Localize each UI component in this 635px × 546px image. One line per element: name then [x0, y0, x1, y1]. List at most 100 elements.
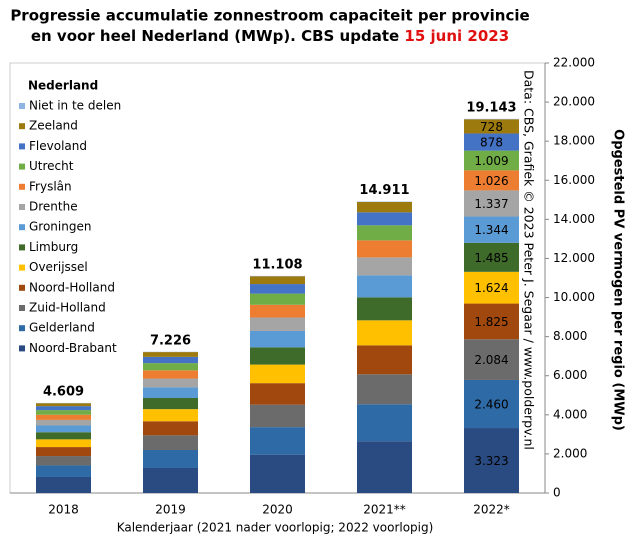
bar-segment	[36, 447, 91, 456]
bar-segment	[143, 363, 198, 370]
bar-segment	[250, 455, 305, 493]
value-label: 3.323	[474, 454, 508, 468]
legend-label: Flevoland	[29, 139, 87, 153]
legend-swatch	[19, 103, 25, 109]
legend-label: Noord-Holland	[29, 280, 115, 294]
bar-segment	[357, 320, 412, 345]
x-tick-label: 2018	[48, 503, 79, 517]
legend-label: Niet in te delen	[29, 99, 121, 113]
bar-segment	[143, 409, 198, 421]
legend-label: Zuid-Holland	[29, 301, 106, 315]
total-label: 14.911	[359, 183, 409, 198]
y-tick-label: 6.000	[553, 368, 587, 382]
y-tick-label: 10.000	[553, 290, 595, 304]
x-axis-title: Kalenderjaar (2021 nader voorlopig; 2022…	[117, 521, 434, 535]
bar-segment	[357, 202, 412, 212]
value-label: 1.026	[474, 174, 508, 188]
title-date: 15 juni 2023	[404, 27, 509, 45]
value-label: 1.009	[474, 154, 508, 168]
value-label: 728	[480, 120, 503, 134]
bar-segment	[357, 257, 412, 275]
bar-segment	[36, 432, 91, 439]
value-label: 2.460	[474, 398, 508, 412]
x-tick-label: 2022*	[473, 503, 510, 517]
bar-segment	[143, 387, 198, 398]
bar-segment	[357, 275, 412, 297]
x-tick-label: 2021**	[363, 503, 406, 517]
y-tick-label: 20.000	[553, 95, 595, 109]
legend-swatch	[19, 345, 25, 351]
legend-swatch	[19, 143, 25, 149]
bar-segment	[250, 383, 305, 405]
legend-swatch	[19, 325, 25, 331]
bar-segment	[250, 405, 305, 427]
bar-segment	[250, 305, 305, 318]
legend-swatch	[19, 305, 25, 311]
total-label: 4.609	[43, 384, 84, 399]
legend-label: Fryslân	[29, 179, 72, 193]
bar-segment	[357, 345, 412, 374]
total-label: 7.226	[150, 333, 191, 348]
value-label: 878	[480, 136, 503, 150]
y-tick-label: 12.000	[553, 251, 595, 265]
bar-segment	[36, 410, 91, 415]
total-label: 19.143	[466, 100, 516, 115]
bar-segment	[36, 415, 91, 420]
bar-segment	[143, 352, 198, 357]
legend-label: Groningen	[29, 220, 91, 234]
bar-segment	[357, 441, 412, 493]
y-tick-label: 0	[553, 486, 561, 500]
y-tick-label: 16.000	[553, 173, 595, 187]
legend-label: Utrecht	[29, 159, 74, 173]
x-tick-label: 2019	[155, 503, 186, 517]
legend-swatch	[19, 204, 25, 210]
bar-segment	[357, 404, 412, 441]
legend-label: Zeeland	[29, 119, 78, 133]
bar-segment	[36, 425, 91, 432]
bar-segment	[250, 284, 305, 294]
bar-segment	[250, 347, 305, 364]
legend-label: Overijssel	[29, 260, 88, 274]
bar-segment	[250, 294, 305, 305]
bar-segment	[36, 403, 91, 406]
value-label: 1.624	[474, 281, 508, 295]
bar-segment	[143, 379, 198, 388]
value-label: 1.485	[474, 251, 508, 265]
bar-segment	[250, 317, 305, 330]
bar-segment	[250, 276, 305, 284]
legend-swatch	[19, 123, 25, 129]
bar-segment	[36, 456, 91, 465]
legend-swatch	[19, 224, 25, 230]
legend-label: Gelderland	[29, 321, 95, 335]
y-tick-label: 2.000	[553, 446, 587, 460]
x-tick-label: 2020	[262, 503, 293, 517]
legend-swatch	[19, 265, 25, 271]
bar-segment	[143, 468, 198, 493]
source: Data: CBS, Grafiek © 2023 Peter J. Segaa…	[522, 70, 537, 450]
chart-title: en voor heel Nederland (MWp). CBS update…	[31, 27, 509, 45]
bar-segment	[36, 439, 91, 447]
value-label: 2.084	[474, 353, 508, 367]
bar-segment	[250, 365, 305, 384]
bar-segment	[36, 420, 91, 426]
bar-segment	[143, 357, 198, 363]
bar-segment	[143, 450, 198, 468]
bar-segment	[143, 435, 198, 450]
bar-segment	[36, 465, 91, 477]
y-axis-title: Opgesteld PV vermogen per regio (MWp)	[611, 129, 626, 431]
y-tick-label: 4.000	[553, 407, 587, 421]
value-label: 1.344	[474, 223, 508, 237]
legend-swatch	[19, 164, 25, 170]
value-label: 1.337	[474, 197, 508, 211]
legend-label: Limburg	[29, 240, 78, 254]
legend-title: Nederland	[28, 79, 98, 93]
legend-label: Noord-Brabant	[29, 341, 117, 355]
value-label: 1.825	[474, 315, 508, 329]
y-tick-label: 14.000	[553, 212, 595, 226]
bar-segment	[143, 398, 198, 409]
bar-segment	[357, 212, 412, 225]
bar-segment	[357, 240, 412, 257]
bar-segment	[250, 331, 305, 347]
legend-swatch	[19, 184, 25, 190]
